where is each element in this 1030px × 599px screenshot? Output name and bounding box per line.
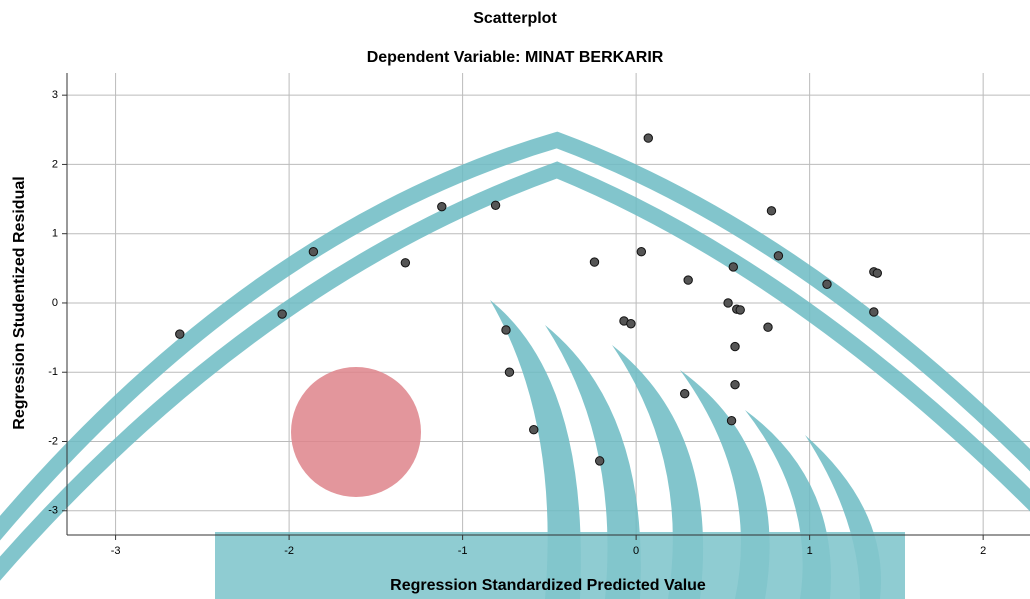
point [729, 263, 737, 271]
point [401, 259, 409, 267]
point [870, 308, 878, 316]
point [502, 326, 510, 334]
point [627, 320, 635, 328]
x-tick-label: 0 [633, 545, 639, 557]
x-tick-label: -3 [111, 545, 121, 557]
x-tick-label: -1 [458, 545, 468, 557]
y-tick-label: 0 [52, 297, 58, 309]
point [731, 342, 739, 350]
point [438, 202, 446, 210]
point [505, 368, 513, 376]
point [823, 280, 831, 288]
point [774, 252, 782, 260]
point [590, 258, 598, 266]
watermark [0, 140, 1030, 599]
y-tick-label: 1 [52, 228, 58, 240]
point [767, 207, 775, 215]
y-tick-label: -3 [48, 505, 58, 517]
y-axis-label: Regression Studentized Residual [11, 176, 28, 429]
y-tick-label: 3 [52, 89, 58, 101]
x-tick-label: 2 [980, 545, 986, 557]
point [873, 269, 881, 277]
point [681, 389, 689, 397]
point [731, 380, 739, 388]
point [727, 417, 735, 425]
point [637, 248, 645, 256]
point [684, 276, 692, 284]
point [309, 248, 317, 256]
point [176, 330, 184, 338]
point [278, 310, 286, 318]
point [644, 134, 652, 142]
point [491, 201, 499, 209]
x-tick-label: 1 [807, 545, 813, 557]
y-tick-label: -1 [48, 366, 58, 378]
chart-subtitle: Dependent Variable: MINAT BERKARIR [367, 49, 664, 66]
x-axis-label: Regression Standardized Predicted Value [390, 577, 706, 594]
point [530, 426, 538, 434]
chart: Scatterplot Dependent Variable: MINAT BE… [0, 0, 1030, 599]
chart-title: Scatterplot [473, 10, 557, 27]
point [595, 457, 603, 465]
point [764, 323, 772, 331]
y-tick-label: 2 [52, 158, 58, 170]
y-tick-label: -2 [48, 435, 58, 447]
point [724, 299, 732, 307]
x-tick-label: -2 [284, 545, 294, 557]
point [736, 306, 744, 314]
